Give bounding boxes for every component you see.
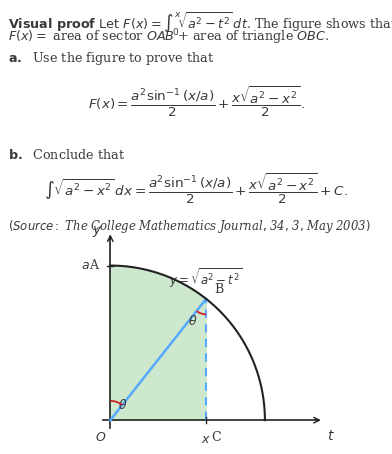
Text: $F(x) =$ area of sector $OAB$ + area of triangle $OBC$.: $F(x) =$ area of sector $OAB$ + area of … (8, 28, 329, 45)
Text: $O$: $O$ (95, 431, 107, 444)
Polygon shape (110, 266, 206, 420)
Text: $\theta$: $\theta$ (118, 398, 127, 412)
Text: $(Source\mathrm{:}$ The College Mathematics Journal$\mathrm{,}$ 34$\mathrm{,}$ 3: $(Source\mathrm{:}$ The College Mathemat… (8, 218, 371, 235)
Text: $\mathbf{b.}$  Conclude that: $\mathbf{b.}$ Conclude that (8, 148, 125, 162)
Text: B: B (214, 283, 223, 296)
Text: $F(x) = \dfrac{a^2 \sin^{-1}(x/a)}{2} + \dfrac{x\sqrt{a^2 - x^2}}{2}.$: $F(x) = \dfrac{a^2 \sin^{-1}(x/a)}{2} + … (87, 85, 305, 119)
Text: $y$: $y$ (92, 224, 103, 239)
Text: $a$: $a$ (82, 259, 90, 272)
Text: $\mathbf{Visual\ proof}$$\rm{\ Let\ }$$F(x) = \int_0^x \!\sqrt{a^2 - t^2}\,dt$. : $\mathbf{Visual\ proof}$$\rm{\ Let\ }$$F… (8, 10, 392, 38)
Text: $t$: $t$ (327, 429, 335, 444)
Text: A: A (89, 259, 98, 272)
Text: $\mathbf{a.}$  Use the figure to prove that: $\mathbf{a.}$ Use the figure to prove th… (8, 50, 214, 67)
Text: $\theta$: $\theta$ (187, 314, 197, 327)
Text: $y = \sqrt{a^2 - t^2}$: $y = \sqrt{a^2 - t^2}$ (169, 266, 243, 290)
Text: $\int \sqrt{a^2 - x^2}\,dx = \dfrac{a^2 \sin^{-1}(x/a)}{2} + \dfrac{x\sqrt{a^2 -: $\int \sqrt{a^2 - x^2}\,dx = \dfrac{a^2 … (44, 172, 348, 206)
Text: $x$: $x$ (201, 433, 211, 445)
Text: C: C (211, 431, 220, 444)
